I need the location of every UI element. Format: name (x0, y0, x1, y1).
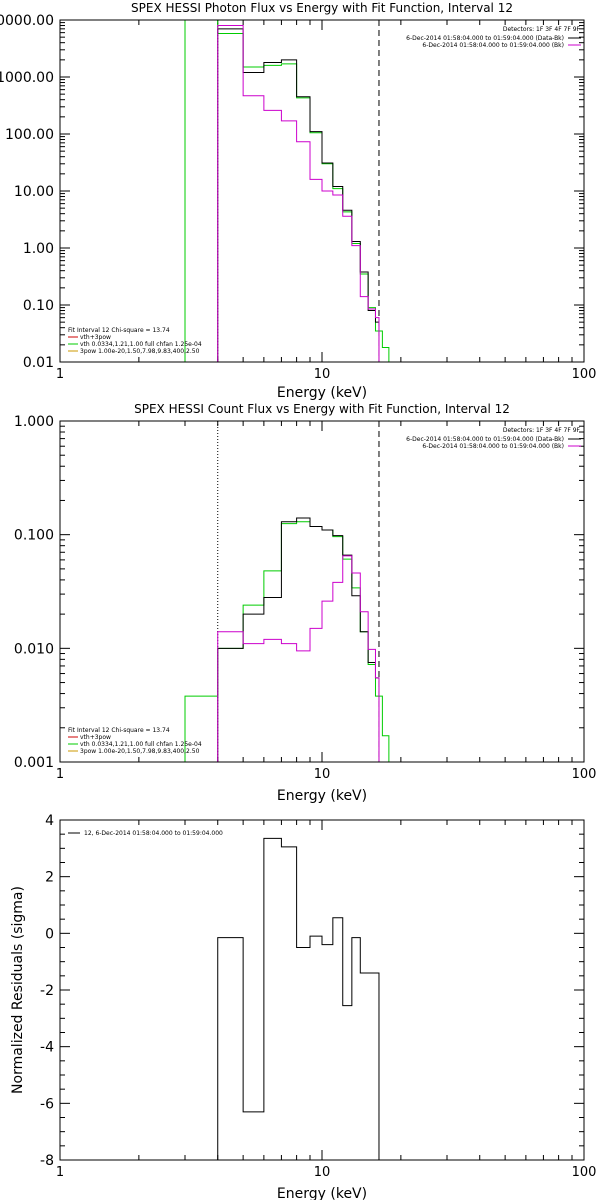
x-tick-label: 1 (56, 1165, 64, 1180)
y-tick-label: -2 (40, 983, 54, 999)
x-tick-label: 100 (572, 367, 597, 382)
legend-entry-left: vth+3pow (80, 334, 111, 341)
detectors-label: Detectors: 1F 3F 4F 7F 9F (503, 427, 581, 434)
x-tick-label: 10 (314, 1165, 331, 1180)
chart-title: SPEX HESSI Photon Flux vs Energy with Fi… (131, 1, 513, 15)
chart-panel-1: SPEX HESSI Photon Flux vs Energy with Fi… (0, 1, 596, 401)
series-histogram (217, 517, 380, 762)
plot-frame (59, 819, 585, 1161)
legend-entry-left: 12, 6-Dec-2014 01:58:04.000 to 01:59:04.… (84, 830, 223, 837)
x-axis-label: Energy (keV) (277, 385, 367, 401)
legend-entry-left: 3pow 1.00e-20,1.50,7.98,9.83,400,2.50 (80, 348, 200, 355)
y-tick-label: -6 (40, 1096, 54, 1112)
x-tick-label: 1 (56, 367, 64, 382)
series-histogram (217, 25, 380, 362)
legend-entry-left: vth 0.0334,1.21,1.00 full chfan 1.25e-04 (80, 341, 202, 348)
legend-entry-left: vth 0.0334,1.21,1.00 full chfan 1.25e-04 (80, 741, 202, 748)
x-tick-label: 100 (572, 1165, 597, 1180)
y-tick-label: 4 (45, 813, 54, 829)
series-histogram (184, 521, 390, 762)
detectors-label: Detectors: 1F 3F 4F 7F 9F (503, 26, 581, 33)
y-tick-label: 0.100 (14, 528, 54, 544)
legend-entry-left: 3pow 1.00e-20,1.50,7.98,9.83,400,2.50 (80, 748, 200, 755)
y-tick-label: 100.00 (5, 127, 54, 143)
legend-entry-right: 6-Dec-2014 01:58:04.000 to 01:59:04.000 … (422, 443, 564, 450)
x-axis-label: Energy (keV) (277, 1186, 367, 1200)
y-tick-label: -4 (40, 1040, 54, 1056)
y-tick-label: 0.10 (23, 298, 54, 314)
chart-panel-2: SPEX HESSI Count Flux vs Energy with Fit… (14, 402, 597, 804)
x-tick-label: 100 (572, 767, 597, 782)
plot-frame (59, 420, 585, 763)
plot-frame (59, 19, 585, 363)
y-tick-label: 0.01 (23, 355, 54, 371)
x-axis-label: Energy (keV) (277, 788, 367, 804)
legend-entry-left: Fit Interval 12 Chi-square = 13.74 (68, 327, 170, 334)
y-tick-label: 2 (45, 870, 54, 886)
y-tick-label: 1.000 (14, 414, 54, 430)
y-tick-label: 10.00 (14, 184, 54, 200)
x-tick-label: 1 (56, 767, 64, 782)
series-histogram (217, 28, 380, 362)
chart-panel-3: 1 10 100 -8 -6 -4 -2 0 2 4 Energy (keV) Normalized … (10, 813, 597, 1202)
y-tick-label: 10000.00 (0, 13, 54, 29)
y-tick-label: 0.010 (14, 641, 54, 657)
legend-entry-left: Fit Interval 12 Chi-square = 13.74 (68, 727, 170, 734)
series-histogram (184, 20, 390, 362)
x-tick-label: 10 (314, 367, 331, 382)
legend-entry-right: 6-Dec-2014 01:58:04.000 to 01:59:04.000 … (406, 436, 564, 443)
y-tick-label: 1.00 (23, 241, 54, 257)
series-histogram (217, 837, 380, 1160)
y-tick-label: 0.001 (14, 755, 54, 771)
legend-entry-left: vth+3pow (80, 734, 111, 741)
chart-title: SPEX HESSI Count Flux vs Energy with Fit… (134, 402, 510, 416)
series-histogram (217, 555, 380, 762)
legend-entry-right: 6-Dec-2014 01:58:04.000 to 01:59:04.000 … (406, 35, 564, 42)
y-axis-label: Normalized Residuals (sigma) (10, 886, 26, 1094)
x-tick-label: 10 (314, 767, 331, 782)
legend-entry-right: 6-Dec-2014 01:58:04.000 to 01:59:04.000 … (422, 42, 564, 49)
y-tick-label: 1000.00 (0, 70, 54, 86)
y-tick-label: -8 (40, 1153, 54, 1169)
y-tick-label: 0 (45, 926, 54, 942)
